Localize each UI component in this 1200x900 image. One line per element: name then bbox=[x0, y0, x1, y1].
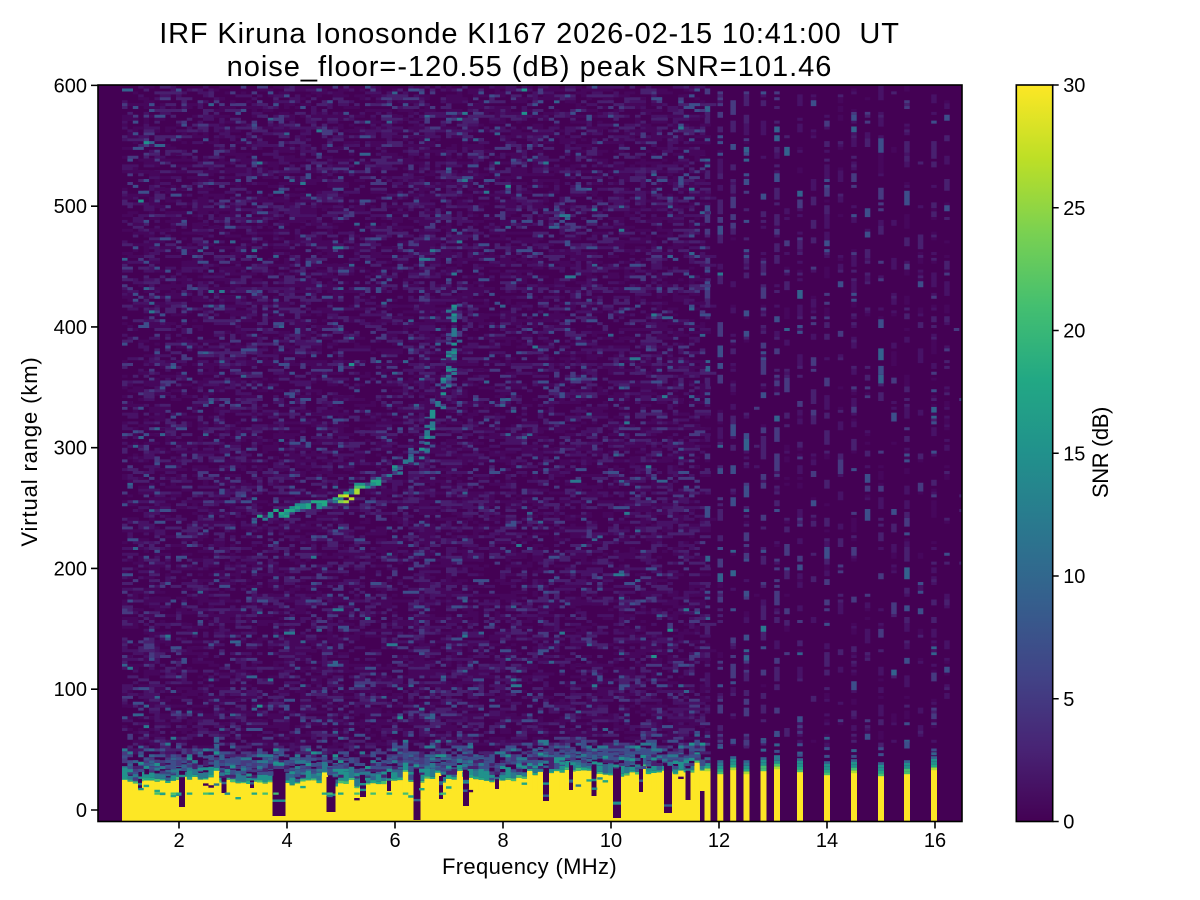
svg-text:200: 200 bbox=[54, 558, 87, 580]
svg-text:Frequency (MHz): Frequency (MHz) bbox=[442, 854, 617, 879]
svg-text:8: 8 bbox=[497, 830, 508, 852]
svg-text:400: 400 bbox=[54, 317, 87, 339]
svg-text:500: 500 bbox=[54, 196, 87, 218]
svg-text:5: 5 bbox=[1063, 689, 1074, 711]
svg-text:300: 300 bbox=[54, 438, 87, 460]
svg-text:30: 30 bbox=[1063, 75, 1085, 97]
svg-text:SNR (dB): SNR (dB) bbox=[1088, 407, 1113, 498]
svg-text:600: 600 bbox=[54, 75, 87, 97]
svg-text:0: 0 bbox=[76, 800, 87, 822]
svg-text:10: 10 bbox=[600, 830, 622, 852]
svg-text:noise_floor=-120.55 (dB) peak: noise_floor=-120.55 (dB) peak SNR=101.46 bbox=[227, 51, 833, 83]
svg-text:4: 4 bbox=[281, 830, 292, 852]
svg-text:6: 6 bbox=[389, 830, 400, 852]
svg-text:100: 100 bbox=[54, 679, 87, 701]
svg-text:10: 10 bbox=[1063, 566, 1085, 588]
svg-text:16: 16 bbox=[924, 830, 946, 852]
svg-text:12: 12 bbox=[708, 830, 730, 852]
svg-text:2: 2 bbox=[173, 830, 184, 852]
svg-text:20: 20 bbox=[1063, 321, 1085, 343]
svg-text:14: 14 bbox=[816, 830, 838, 852]
svg-text:15: 15 bbox=[1063, 443, 1085, 465]
svg-text:IRF Kiruna Ionosonde KI167 202: IRF Kiruna Ionosonde KI167 2026-02-15 10… bbox=[159, 18, 900, 50]
svg-text:Virtual range (km): Virtual range (km) bbox=[17, 356, 42, 546]
svg-text:25: 25 bbox=[1063, 198, 1085, 220]
svg-text:0: 0 bbox=[1063, 812, 1074, 834]
